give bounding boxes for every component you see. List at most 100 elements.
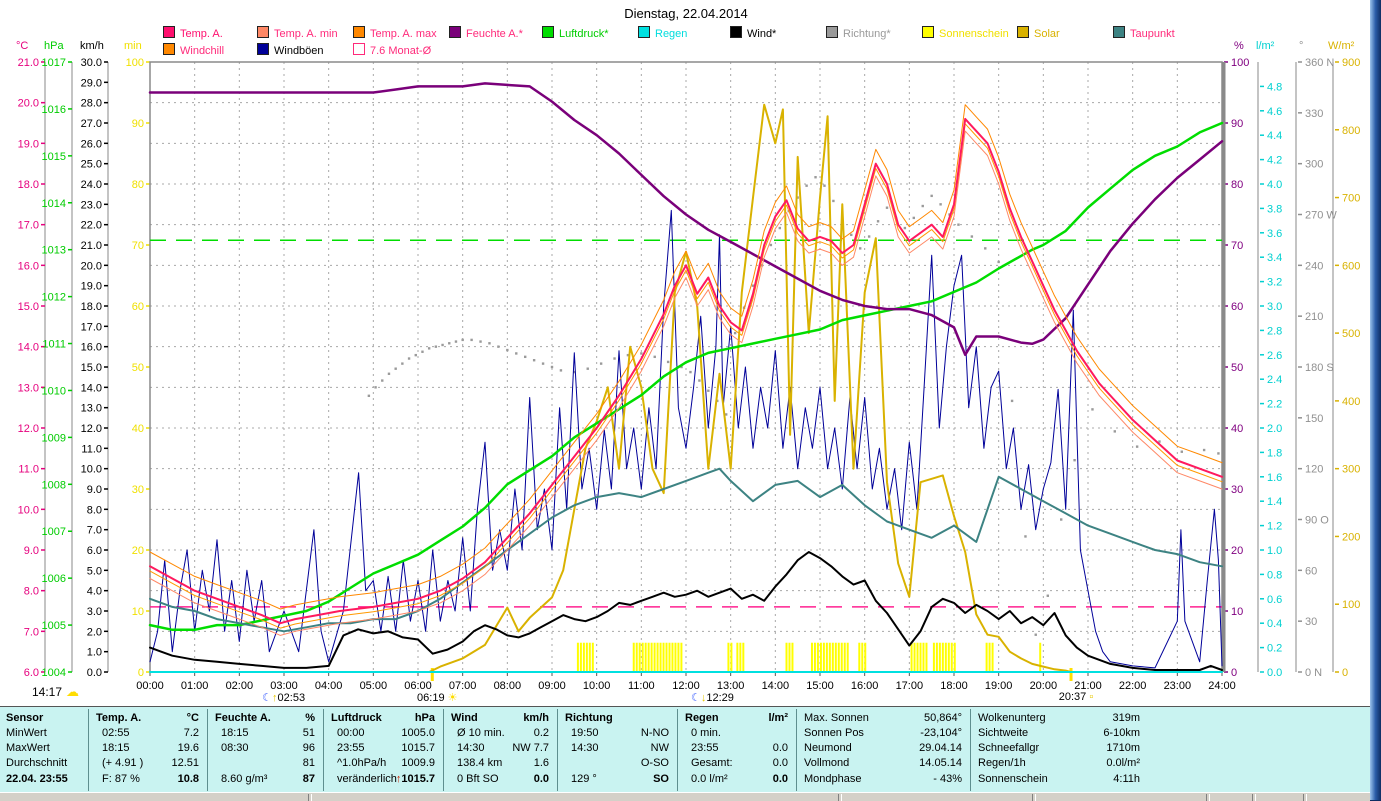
tick-label-lm2: 0.0 (1267, 667, 1282, 679)
direction-dot (586, 367, 589, 370)
stat-label: 14:30 (457, 742, 485, 754)
x-tick-label: 17:00 (896, 680, 924, 692)
tick-label-wm2: 400 (1342, 396, 1360, 408)
legend-label: Temp. A. (180, 28, 223, 40)
x-tick-label: 23:00 (1164, 680, 1192, 692)
direction-dot (1046, 594, 1049, 597)
legend-swatch-icon (257, 26, 269, 38)
direction-dot (867, 235, 871, 238)
direction-dot (680, 365, 683, 369)
tick-label-lm2: 3.8 (1267, 203, 1282, 215)
stat-label: 08:30 (221, 742, 249, 754)
x-tick-label: 21:00 (1074, 680, 1102, 692)
tick-label-kmh: 8.0 (87, 504, 102, 516)
table-separator (677, 709, 678, 791)
table-separator (207, 709, 208, 791)
legend-swatch-icon (1017, 26, 1029, 38)
tick-label-kmh: 4.0 (87, 586, 102, 598)
direction-dot (497, 345, 500, 348)
tick-label-lm2: 3.4 (1267, 252, 1282, 264)
col-header: Luftdruck (331, 712, 382, 724)
tick-label-min: 70 (132, 240, 144, 252)
tick-label-tc: 11.0 (18, 464, 39, 476)
direction-dot (1135, 445, 1139, 448)
series-windb-en (149, 209, 1223, 669)
tick-label-deg: 330 (1305, 108, 1323, 120)
tick-label-min: 30 (132, 484, 144, 496)
tick-label-deg: 120 (1305, 464, 1323, 476)
tick-label-kmh: 24.0 (81, 179, 102, 191)
tick-label-kmh: 11.0 (81, 443, 102, 455)
stat-value: 81 (302, 757, 315, 769)
stat-value: N-NO (640, 727, 669, 739)
direction-dot (751, 284, 755, 287)
legend-item-richtung-: Richtung* (826, 26, 891, 40)
col-header: Feuchte A. (215, 712, 271, 724)
astro-value: -23,104° (920, 727, 962, 739)
col-header: Regen (685, 712, 719, 724)
stat-value: 51 (302, 727, 315, 739)
tick-label-pct: 40 (1231, 423, 1243, 435)
legend-item-temp-a-max: Temp. A. max (353, 26, 437, 40)
stat-value: 0.0 (772, 757, 788, 769)
legend-label: Sonnenschein (939, 28, 1009, 40)
tick-label-min: 20 (132, 545, 144, 557)
col-header: Richtung (565, 712, 613, 724)
stat-value: 87 (302, 773, 315, 785)
direction-dot (626, 353, 630, 357)
stat-value: 12.51 (171, 757, 199, 769)
stat-value: 1015.7 (401, 742, 435, 754)
direction-dot (1091, 408, 1094, 411)
tick-label-kmh: 3.0 (87, 606, 102, 618)
stat-label: 0 min. (691, 727, 721, 739)
direction-dot (921, 204, 924, 208)
tick-label-kmh: 6.0 (87, 545, 102, 557)
x-tick-label: 01:00 (181, 680, 209, 692)
direction-dot (1034, 633, 1037, 636)
direction-dot (1113, 430, 1116, 433)
x-tick-label: 13:00 (717, 680, 745, 692)
tick-label-kmh: 5.0 (87, 565, 102, 577)
direction-dot (814, 176, 817, 179)
station-value: 4:11h (1113, 773, 1140, 785)
tick-label-tc: 20.0 (18, 98, 39, 110)
row-label: 22.04. 23:55 (6, 773, 68, 785)
tick-label-pct: 70 (1231, 240, 1243, 252)
x-tick-label: 14:00 (762, 680, 790, 692)
direction-dot (599, 362, 603, 365)
direction-dot (532, 359, 536, 362)
stat-label: 8.60 g/m³ (221, 773, 268, 785)
stat-value: 7.2 (183, 727, 199, 739)
tick-label-kmh: 10.0 (81, 464, 102, 476)
tick-label-tc: 13.0 (18, 382, 39, 394)
direction-dot (367, 394, 371, 398)
tick-label-kmh: 22.0 (81, 220, 102, 232)
stat-value: 10.8 (177, 773, 199, 785)
direction-dot (885, 206, 889, 209)
tick-label-kmh: 17.0 (81, 321, 102, 333)
stat-label: 18:15 (221, 727, 249, 739)
series-taupunkt (149, 467, 1223, 633)
direction-dot (407, 357, 411, 360)
legend-label: Taupunkt (1130, 28, 1175, 40)
direction-dot (454, 340, 458, 343)
direction-dot (689, 370, 692, 374)
tick-label-pct: 30 (1231, 484, 1243, 496)
tick-label-pct: 100 (1231, 57, 1249, 69)
col-header: Wind (451, 712, 478, 724)
axis-header-pct: % (1234, 40, 1244, 52)
legend-row-1: Temp. A. Temp. A. min Temp. A. max Feuchte … (0, 26, 1370, 40)
direction-dot (381, 379, 384, 382)
tick-label-lm2: 0.8 (1267, 569, 1282, 581)
legend-swatch-icon (353, 26, 365, 38)
tick-label-wm2: 0 (1342, 667, 1348, 679)
tick-label-lm2: 3.0 (1267, 301, 1282, 313)
tick-label-pct: 10 (1231, 606, 1243, 618)
statusbar-separator (1303, 794, 1307, 801)
tick-label-lm2: 4.0 (1267, 179, 1282, 191)
direction-dot (374, 386, 377, 389)
legend-label: Feuchte A.* (466, 28, 523, 40)
legend-item-7-6-monat-: 7.6 Monat-Ø (353, 43, 431, 57)
tick-label-tc: 8.0 (24, 586, 39, 598)
stat-value: 19.6 (177, 742, 199, 754)
